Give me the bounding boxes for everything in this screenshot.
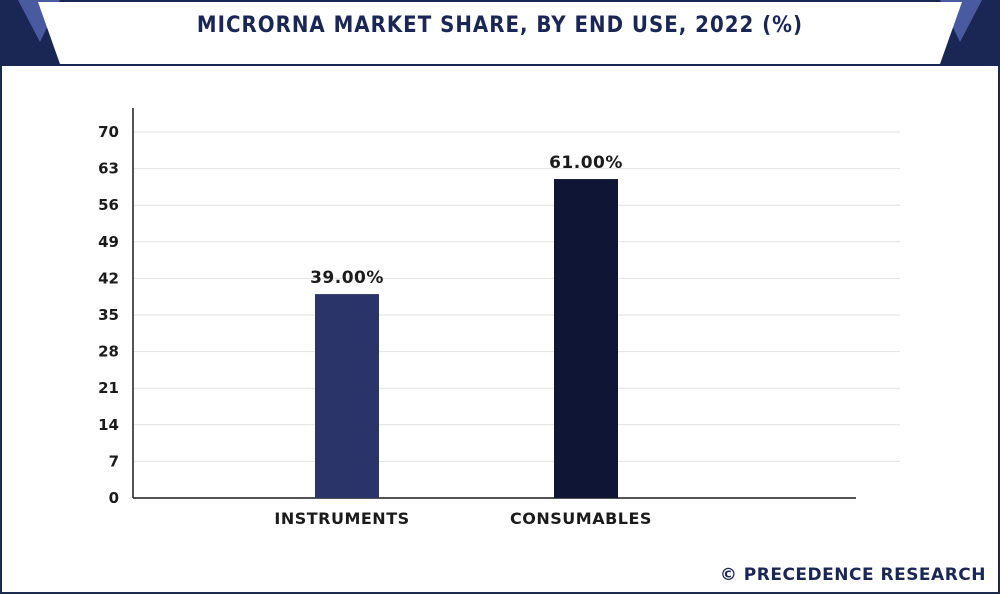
y-tick-label: 70 <box>98 123 119 141</box>
bar-consumables <box>554 179 618 499</box>
bar-instruments <box>315 294 379 498</box>
y-tick-label: 7 <box>109 452 119 470</box>
x-tick-label: CONSUMABLES <box>510 509 652 528</box>
y-tick-label: 28 <box>98 343 119 361</box>
data-label: 39.00% <box>310 268 384 288</box>
data-label: 61.00% <box>549 153 623 173</box>
title-box <box>38 2 962 64</box>
y-tick-label: 63 <box>98 160 119 178</box>
source-credit: © PRECEDENCE RESEARCH <box>719 565 986 585</box>
y-tick-label: 14 <box>98 416 119 434</box>
y-tick-label: 35 <box>98 306 119 324</box>
y-tick-label: 42 <box>98 269 119 287</box>
y-tick-label: 0 <box>109 489 119 507</box>
x-tick-label: INSTRUMENTS <box>274 509 409 528</box>
y-tick-label: 21 <box>98 379 119 397</box>
y-tick-label: 56 <box>98 196 119 214</box>
chart-title: MICRORNA MARKET SHARE, BY END USE, 2022 … <box>196 13 804 38</box>
y-tick-label: 49 <box>98 233 119 251</box>
